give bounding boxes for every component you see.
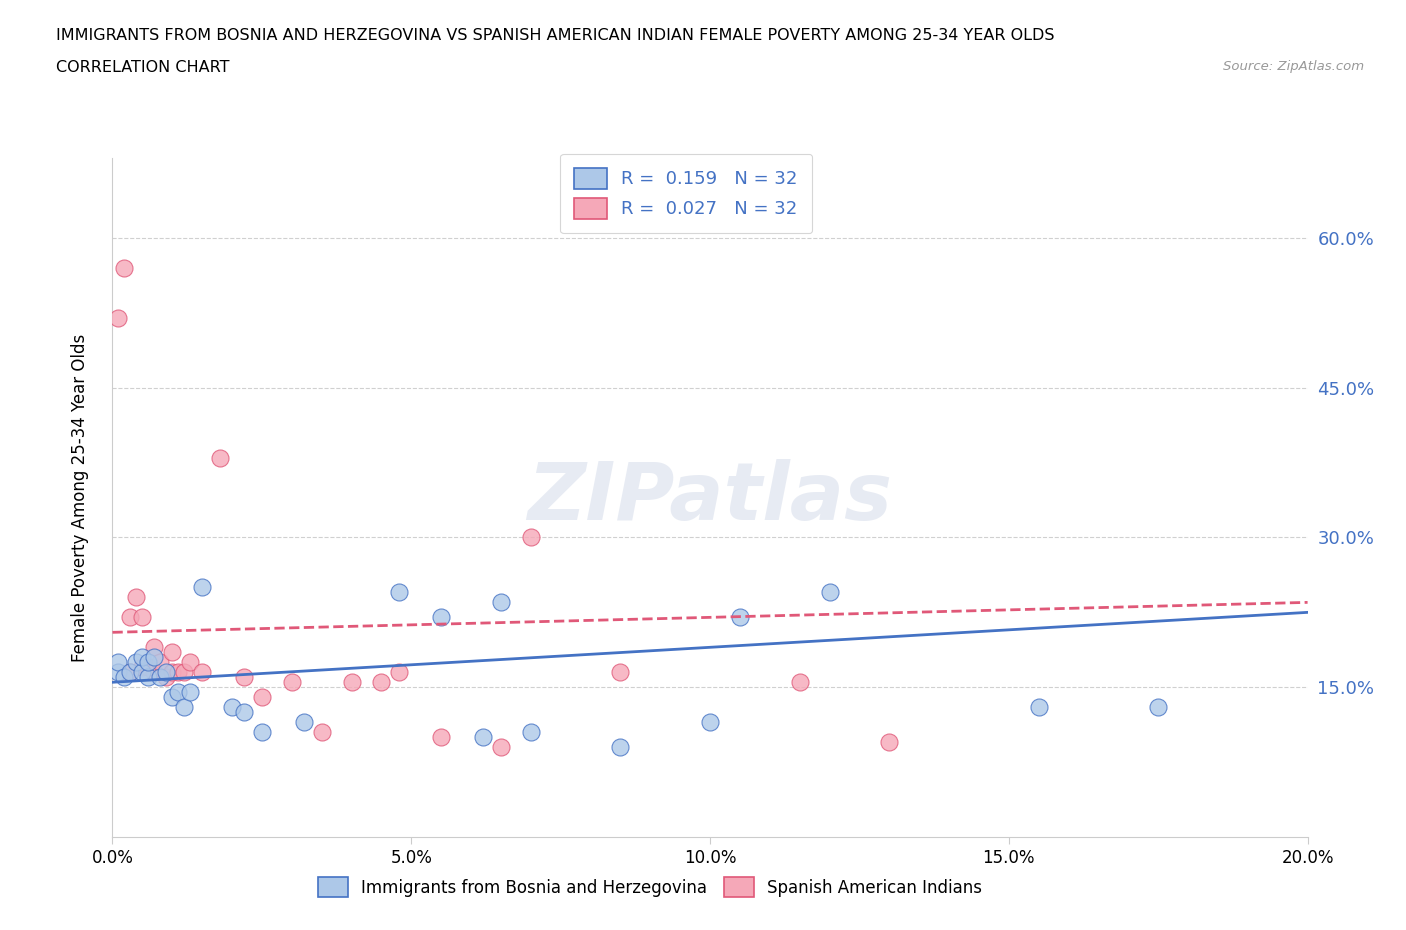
- Point: [131, 650, 153, 665]
- Point: [155, 665, 177, 680]
- Point: [107, 311, 129, 325]
- Point: [1028, 699, 1050, 714]
- Point: [125, 655, 148, 670]
- Point: [179, 655, 201, 670]
- Point: [107, 665, 129, 680]
- Point: [114, 260, 135, 275]
- Point: [233, 670, 256, 684]
- Point: [370, 675, 392, 690]
- Point: [430, 730, 453, 745]
- Text: Source: ZipAtlas.com: Source: ZipAtlas.com: [1223, 60, 1364, 73]
- Point: [292, 715, 315, 730]
- Text: CORRELATION CHART: CORRELATION CHART: [56, 60, 229, 75]
- Point: [155, 670, 177, 684]
- Point: [143, 640, 166, 655]
- Point: [143, 650, 166, 665]
- Point: [173, 665, 195, 680]
- Point: [472, 730, 495, 745]
- Point: [149, 655, 172, 670]
- Point: [138, 670, 160, 684]
- Point: [221, 699, 243, 714]
- Point: [489, 595, 512, 610]
- Point: [281, 675, 304, 690]
- Point: [162, 644, 183, 659]
- Point: [520, 530, 543, 545]
- Point: [162, 690, 183, 705]
- Point: [131, 660, 153, 675]
- Point: [520, 724, 543, 739]
- Point: [818, 585, 841, 600]
- Text: ZIPatlas: ZIPatlas: [527, 458, 893, 537]
- Point: [143, 665, 166, 680]
- Point: [250, 724, 273, 739]
- Point: [879, 735, 901, 750]
- Point: [1147, 699, 1170, 714]
- Point: [191, 580, 214, 595]
- Point: [699, 715, 721, 730]
- Point: [609, 665, 631, 680]
- Legend: Immigrants from Bosnia and Herzegovina, Spanish American Indians: Immigrants from Bosnia and Herzegovina, …: [312, 870, 988, 903]
- Point: [311, 724, 333, 739]
- Point: [107, 655, 129, 670]
- Point: [388, 665, 411, 680]
- Point: [179, 684, 201, 699]
- Point: [131, 610, 153, 625]
- Point: [149, 670, 172, 684]
- Point: [233, 705, 256, 720]
- Point: [430, 610, 453, 625]
- Point: [120, 665, 142, 680]
- Point: [609, 739, 631, 754]
- Point: [173, 699, 195, 714]
- Y-axis label: Female Poverty Among 25-34 Year Olds: Female Poverty Among 25-34 Year Olds: [70, 334, 89, 661]
- Point: [138, 660, 160, 675]
- Point: [120, 610, 142, 625]
- Point: [340, 675, 363, 690]
- Point: [191, 665, 214, 680]
- Point: [131, 665, 153, 680]
- Text: IMMIGRANTS FROM BOSNIA AND HERZEGOVINA VS SPANISH AMERICAN INDIAN FEMALE POVERTY: IMMIGRANTS FROM BOSNIA AND HERZEGOVINA V…: [56, 28, 1054, 43]
- Point: [250, 690, 273, 705]
- Point: [167, 684, 190, 699]
- Point: [167, 665, 190, 680]
- Point: [388, 585, 411, 600]
- Point: [162, 665, 183, 680]
- Point: [138, 655, 160, 670]
- Point: [125, 590, 148, 604]
- Point: [114, 670, 135, 684]
- Point: [120, 665, 142, 680]
- Point: [789, 675, 811, 690]
- Point: [489, 739, 512, 754]
- Point: [209, 450, 232, 465]
- Point: [728, 610, 751, 625]
